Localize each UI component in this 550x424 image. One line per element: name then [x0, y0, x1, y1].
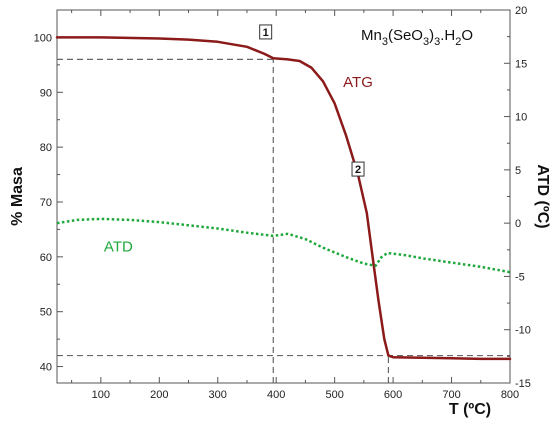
y-left-tick-label: 70 [40, 197, 52, 209]
y-left-tick-label: 60 [40, 252, 52, 264]
formula-part: Mn [361, 27, 382, 44]
series-label-atg: ATG [343, 74, 373, 91]
x-axis-title: T (ºC) [449, 401, 491, 418]
formula-subscript: 3 [434, 36, 440, 48]
y-left-tick-label: 80 [40, 142, 52, 154]
x-tick-label: 800 [501, 389, 519, 401]
marker-label: 2 [355, 164, 361, 176]
x-tick-label: 200 [150, 389, 168, 401]
x-tick-label: 100 [92, 389, 110, 401]
formula-part: ) [429, 27, 434, 44]
y-left-tick-label: 100 [34, 32, 52, 44]
series-line-atd [56, 217, 511, 274]
y-left-axis-title: % Masa [9, 167, 26, 226]
y-right-axis-title: ATD (ºC) [534, 164, 550, 228]
y-right-tick-label: 15 [515, 58, 527, 70]
x-tick-label: 700 [442, 389, 460, 401]
y-left-tick-label: 90 [40, 87, 52, 99]
x-tick-label: 400 [267, 389, 285, 401]
formula-subscript: 3 [382, 36, 388, 48]
y-right-tick-label: 0 [515, 218, 521, 230]
formula-subscript: 3 [423, 36, 429, 48]
formula-part: (SeO [388, 27, 423, 44]
marker-label: 1 [263, 27, 269, 39]
formula-part: .H [440, 27, 455, 44]
series-line-atg [55, 36, 512, 361]
marker-box [259, 24, 273, 40]
series-label-atd: ATD [104, 238, 133, 255]
y-left-tick-label: 50 [40, 307, 52, 319]
x-tick-label: 300 [209, 389, 227, 401]
compound-formula: Mn3(SeO3)3.H2O [361, 27, 473, 48]
y-right-tick-label: 20 [515, 5, 527, 17]
formula-subscript: 2 [455, 36, 461, 48]
y-right-tick-label: -10 [515, 325, 531, 337]
plot-frame [56, 9, 511, 384]
y-right-tick-label: -5 [515, 271, 525, 283]
formula-part: O [461, 27, 473, 44]
y-right-tick-label: -15 [515, 378, 531, 390]
y-right-tick-label: 10 [515, 112, 527, 124]
marker-box [351, 161, 365, 177]
x-tick-label: 500 [325, 389, 343, 401]
y-left-tick-label: 40 [40, 362, 52, 374]
y-right-tick-label: 5 [515, 165, 521, 177]
x-tick-label: 600 [384, 389, 402, 401]
